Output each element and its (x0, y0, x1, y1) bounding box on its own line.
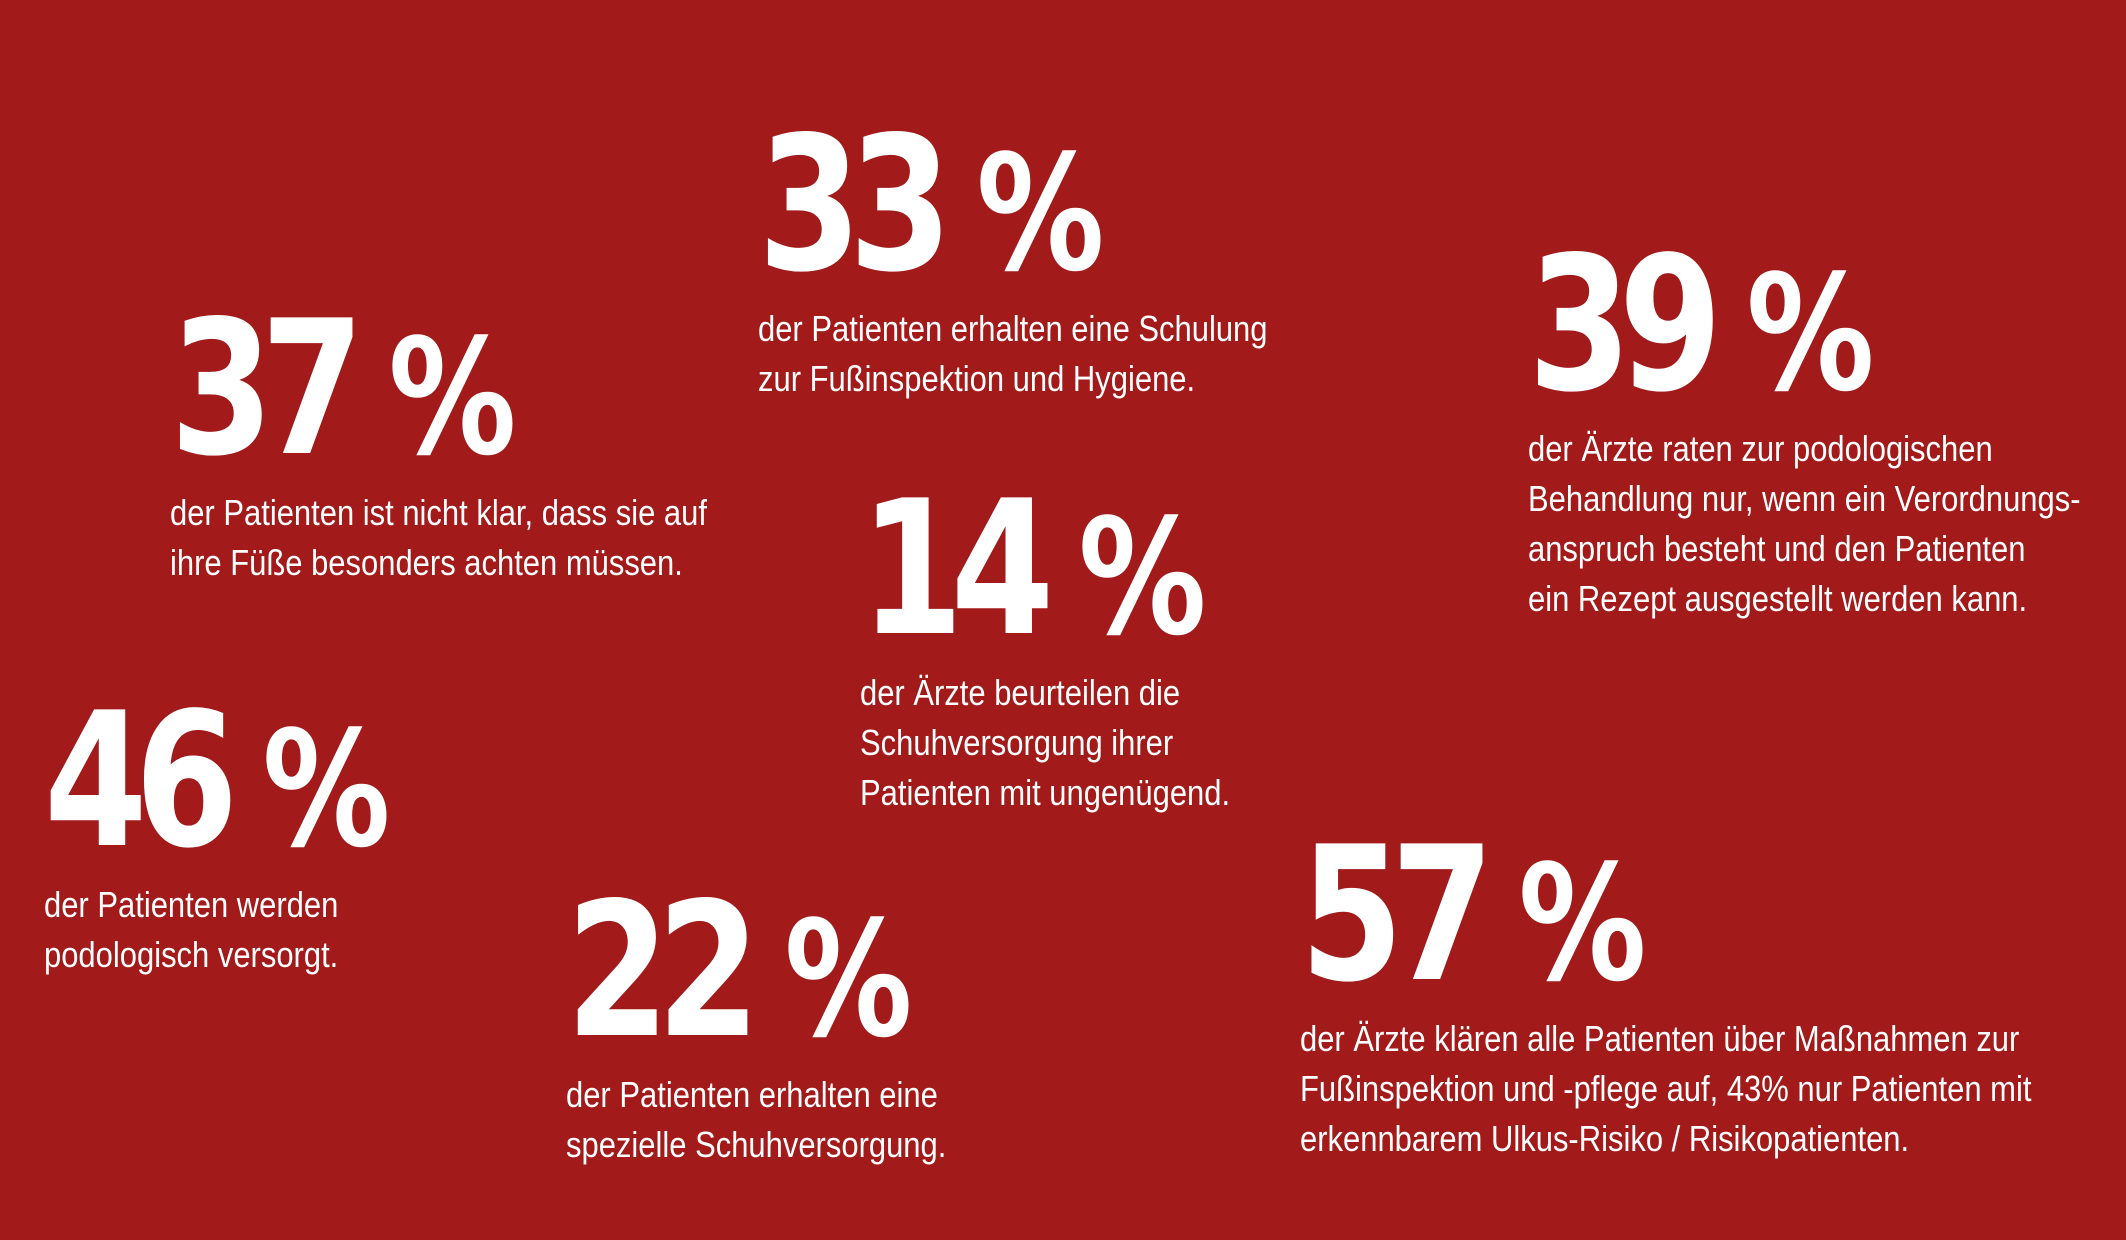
stat-value: 46% (44, 672, 391, 889)
stat-value: 39% (1528, 216, 1875, 433)
stat-value: 57% (1300, 806, 1647, 1023)
stat-value: 22% (566, 862, 913, 1079)
stat-description: der Patienten ist nicht klar, dass sie a… (170, 492, 707, 583)
stat-description: der Patienten werden podologisch versorg… (44, 884, 339, 975)
stat-description: der Ärzte klären alle Patienten über Maß… (1300, 1018, 2032, 1159)
percent-sign: % (388, 304, 517, 491)
percent-sign: % (1078, 484, 1207, 671)
stat-block-57: 57% der Ärzte klären alle Patienten über… (1300, 822, 2126, 1164)
stat-value: 33% (758, 96, 1105, 313)
percent-sign: % (976, 120, 1105, 307)
stat-block-39: 39% der Ärzte raten zur podologischen Be… (1528, 232, 2126, 624)
stat-block-33: 33% der Patienten erhalten eine Schulung… (758, 112, 1350, 404)
percent-sign: % (784, 886, 913, 1073)
stat-value: 14% (860, 460, 1207, 677)
stat-block-22: 22% der Patienten erhalten eine speziell… (566, 878, 1008, 1170)
stat-description: der Patienten erhalten eine Schulung zur… (758, 308, 1268, 399)
percent-sign: % (1746, 240, 1875, 427)
stat-value: 37% (170, 280, 517, 497)
stat-description: der Ärzte beurteilen die Schuhversorgung… (860, 672, 1231, 813)
percent-sign: % (262, 696, 391, 883)
stat-block-14: 14% der Ärzte beurteilen die Schuhversor… (860, 476, 1293, 818)
stat-description: der Ärzte raten zur podologischen Behand… (1528, 428, 2081, 619)
stat-block-46: 46% der Patienten werden podologisch ver… (44, 688, 477, 980)
stat-block-37: 37% der Patienten ist nicht klar, dass s… (170, 296, 794, 588)
stat-description: der Patienten erhalten eine spezielle Sc… (566, 1074, 947, 1165)
percent-sign: % (1518, 830, 1647, 1017)
